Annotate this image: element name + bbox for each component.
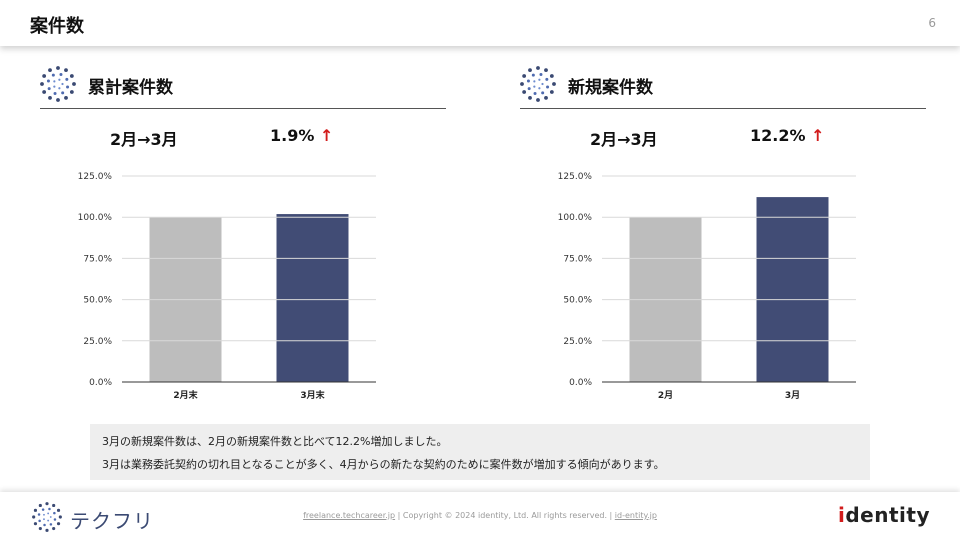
- y-tick-label: 50.0%: [563, 296, 592, 306]
- bar: [276, 214, 349, 382]
- x-tick-label: 3月末: [300, 389, 325, 401]
- note-box: 3月の新規案件数は、2月の新規案件数と比べて12.2%増加しました。 3月は業務…: [90, 424, 870, 480]
- arrow-up-icon: ↑: [319, 126, 334, 145]
- y-tick-label: 0.0%: [569, 378, 592, 388]
- metric-period: 2月→3月: [590, 130, 658, 149]
- change-value: 1.9%: [270, 126, 315, 145]
- y-tick-label: 50.0%: [83, 296, 112, 306]
- y-tick-label: 25.0%: [563, 337, 592, 347]
- y-tick-label: 100.0%: [78, 213, 113, 223]
- identity-logo[interactable]: identity: [838, 503, 930, 527]
- brand-first: i: [838, 503, 846, 527]
- y-tick-label: 25.0%: [83, 337, 112, 347]
- x-tick-label: 2月末: [173, 389, 198, 401]
- bar-chart: 0.0% 25.0% 50.0% 75.0% 100.0% 125.0% 2月末 3月末: [78, 172, 376, 401]
- logo-text: テクフリ: [70, 509, 154, 533]
- metric-change: 1.9% ↑: [270, 126, 333, 145]
- x-tick-label: 3月: [785, 390, 800, 401]
- header: 案件数 6: [0, 0, 960, 46]
- bar: [756, 197, 829, 382]
- metric-change: 12.2% ↑: [750, 126, 825, 145]
- y-tick-label: 125.0%: [558, 172, 593, 182]
- panel-header: 新規案件数: [520, 62, 926, 109]
- note-line: 3月の新規案件数は、2月の新規案件数と比べて12.2%増加しました。: [102, 435, 448, 448]
- x-tick-label: 2月: [658, 390, 673, 401]
- metric-period: 2月→3月: [110, 130, 178, 149]
- y-tick-label: 100.0%: [558, 213, 593, 223]
- footer: テクフリ freelance.techcareer.jp | Copyright…: [0, 492, 960, 540]
- separator: |: [609, 511, 613, 520]
- y-tick-label: 75.0%: [83, 254, 112, 264]
- y-tick-label: 125.0%: [78, 172, 113, 182]
- brand-rest: dentity: [845, 503, 930, 527]
- page-title: 案件数: [30, 16, 84, 37]
- y-tick-label: 75.0%: [563, 254, 592, 264]
- identity-link[interactable]: id-entity.jp: [614, 511, 657, 520]
- bar-chart: 0.0% 25.0% 50.0% 75.0% 100.0% 125.0% 2月 3月: [558, 172, 856, 401]
- panel-header: 累計案件数: [40, 62, 446, 109]
- arrow-up-icon: ↑: [811, 126, 825, 145]
- panel-title: 累計案件数: [88, 78, 173, 98]
- dots-circle-icon: [520, 66, 556, 102]
- panel-cumulative: 累計案件数 2月→3月 1.9% ↑ 0.0% 25.0% 50.0% 75.0% 10…: [40, 62, 446, 401]
- panel-new: 新規案件数 2月→3月 12.2% ↑ 0.0% 25.0% 50.0% 75.0% 1…: [520, 62, 926, 401]
- note-line: 3月は業務委託契約の切れ目となることが多く、4月からの新たな契約のために案件数が…: [102, 458, 665, 471]
- panel-title: 新規案件数: [568, 78, 653, 98]
- page-number: 6: [928, 16, 936, 30]
- change-value: 12.2%: [750, 126, 806, 145]
- copyright-text: Copyright © 2024 identity, Ltd. All righ…: [402, 511, 607, 520]
- separator: |: [397, 511, 401, 520]
- techcareer-link[interactable]: freelance.techcareer.jp: [303, 511, 396, 520]
- dots-circle-icon: [32, 502, 62, 532]
- y-tick-label: 0.0%: [89, 378, 112, 388]
- footer-links: freelance.techcareer.jp | Copyright © 20…: [0, 511, 960, 520]
- dots-circle-icon: [40, 66, 76, 102]
